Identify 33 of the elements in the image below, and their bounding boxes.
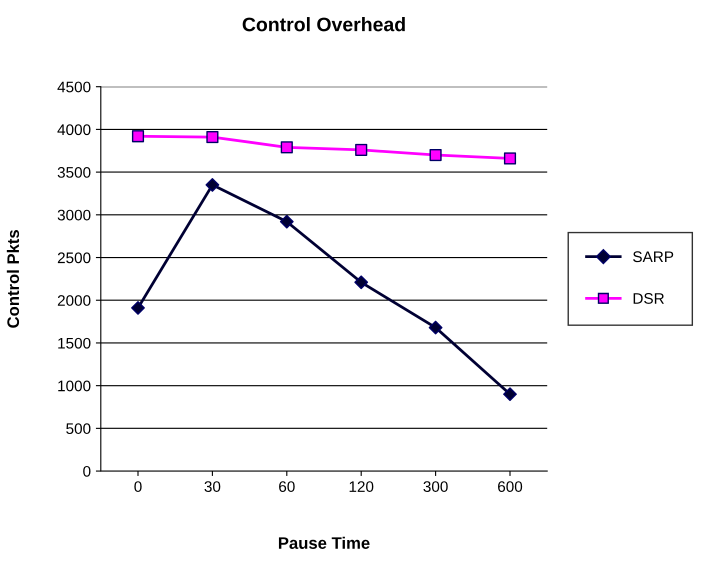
y-tick-label: 1000 [58,380,90,392]
x-tick-label: 0 [134,481,142,492]
point [504,152,516,165]
x-tick-label: 600 [498,481,522,492]
y-axis-title: Control Pkts [6,230,20,328]
y-tick-label: 2000 [58,295,90,306]
point [355,144,368,156]
legend-label: DSR [634,293,664,304]
x-axis-title: Pause Time [278,536,370,549]
y-tick-label: 1500 [58,338,90,349]
point [280,141,293,154]
point [131,301,145,315]
y-tick-label: 4500 [57,82,90,92]
x-tick-label: 60 [279,481,295,492]
point [206,131,218,144]
point [430,148,442,162]
point [503,387,517,402]
point [205,178,220,192]
y-tick-label: 3500 [58,166,90,178]
x-tick-label: 120 [350,481,374,492]
x-tick-label: 30 [204,481,220,492]
y-tick-label: 3000 [58,210,90,221]
y-tick-label: 500 [66,423,90,434]
x-tick-label: 300 [423,481,448,492]
point [132,130,144,142]
legend-label: SARP [633,251,674,262]
point [354,275,368,290]
chart-title: Control Overhead [242,17,405,32]
y-tick-label: 2500 [58,252,90,264]
y-tick-label: 4000 [57,124,90,136]
point [428,320,443,334]
y-tick-label: 0 [83,466,90,477]
point [280,214,294,229]
